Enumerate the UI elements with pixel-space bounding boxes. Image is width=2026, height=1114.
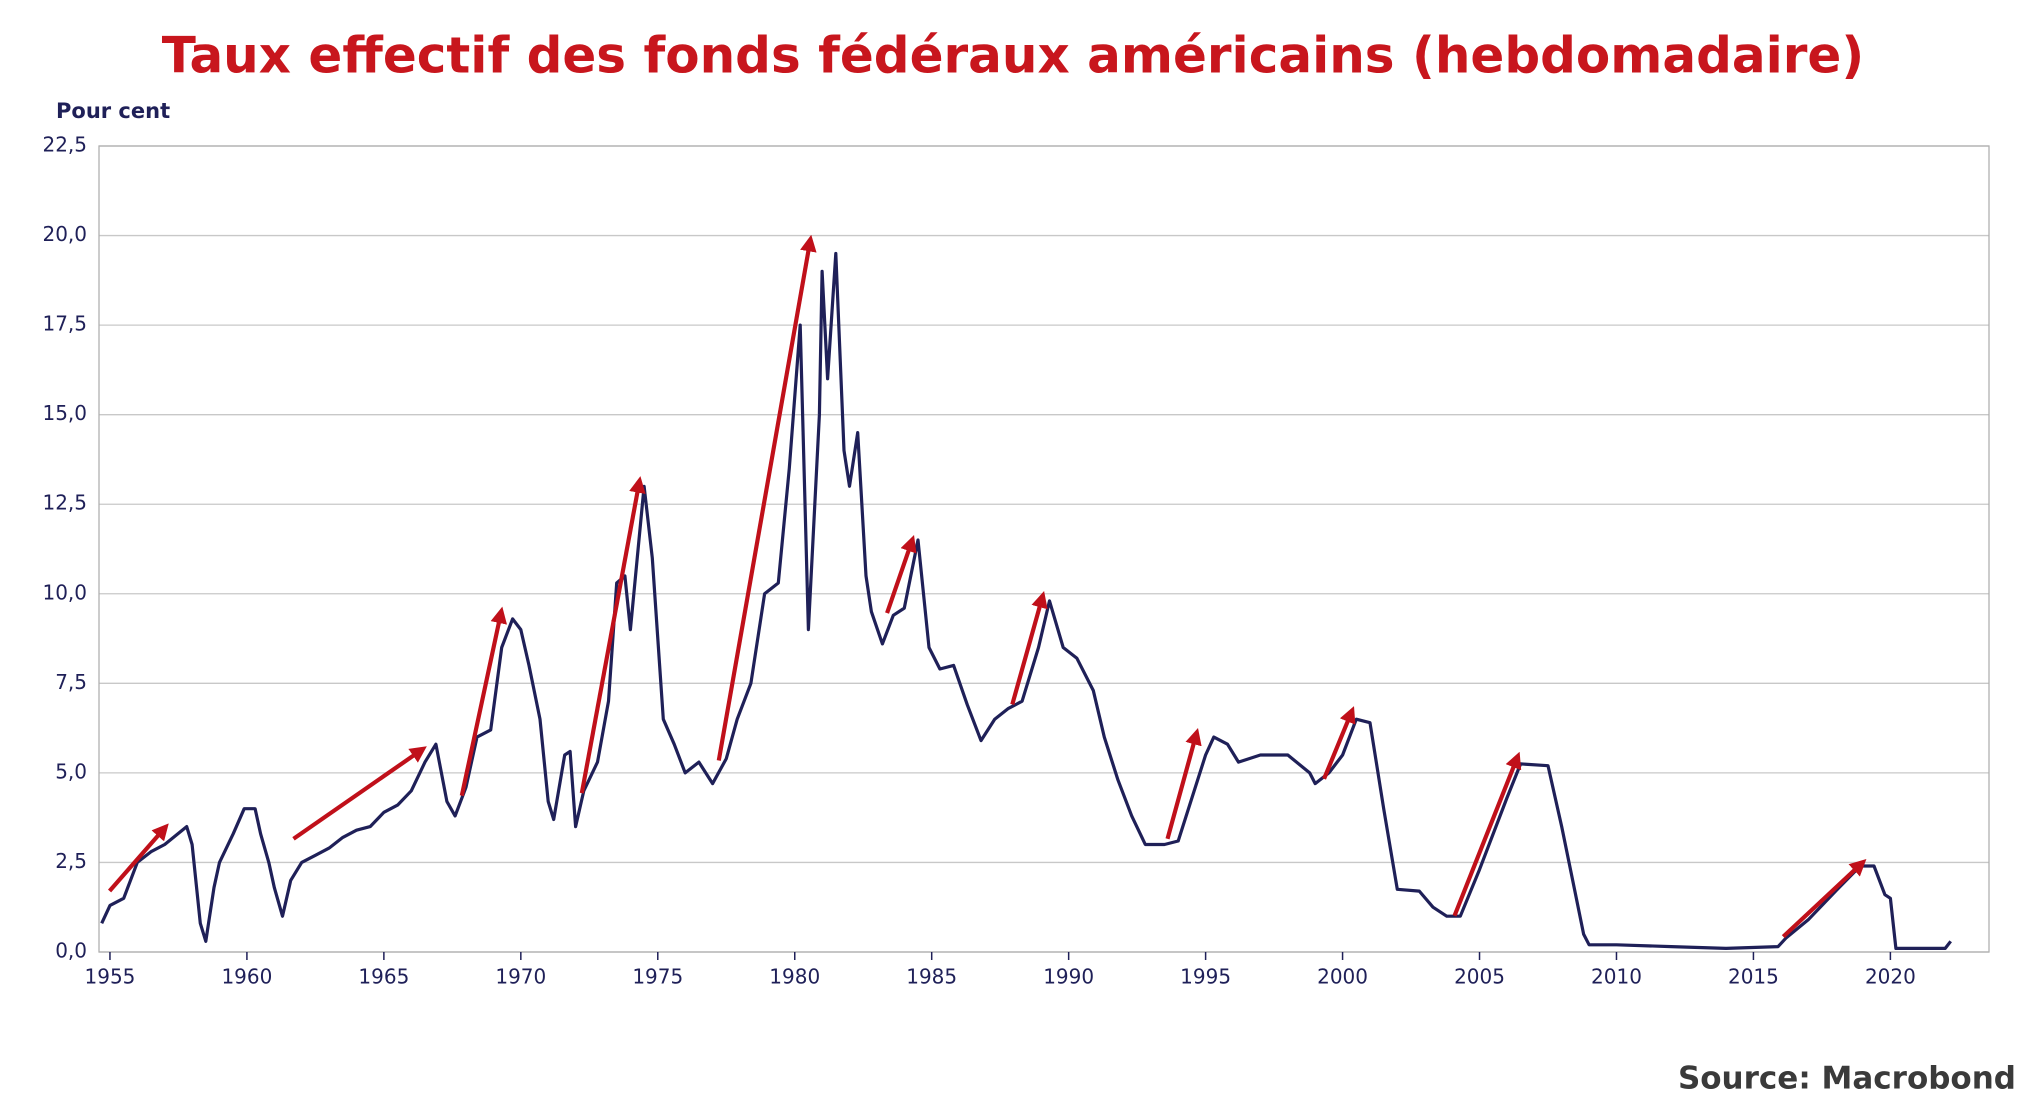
plot-frame <box>98 145 1990 953</box>
x-tick-label: 2015 <box>1728 965 1779 989</box>
x-tick-label: 1995 <box>1180 965 1231 989</box>
x-tick-label: 2020 <box>1865 965 1916 989</box>
x-tick-label: 1955 <box>85 965 136 989</box>
x-tick-label: 2000 <box>1317 965 1368 989</box>
y-tick-label: 0,0 <box>55 939 87 963</box>
x-tick-label: 1990 <box>1043 965 1094 989</box>
x-tick-label: 1965 <box>358 965 409 989</box>
x-tick-label: 1960 <box>221 965 272 989</box>
y-tick-label: 15,0 <box>42 401 87 425</box>
hike-arrows <box>108 234 1867 939</box>
y-tick-label: 2,5 <box>55 849 87 873</box>
x-tick-label: 1980 <box>769 965 820 989</box>
chart-title: Taux effectif des fonds fédéraux américa… <box>162 27 1864 85</box>
plot-area: 0,0 2,5 5,0 7,5 10,0 12,5 15,0 17,5 20,0 22,5 1955… <box>42 133 1990 989</box>
arrow <box>459 606 507 797</box>
y-axis-label: Pour cent <box>56 99 170 123</box>
x-tick-label: 2010 <box>1591 965 1642 989</box>
arrow <box>292 746 427 841</box>
arrow <box>1165 727 1202 840</box>
arrow <box>108 823 169 893</box>
y-tick-label: 5,0 <box>55 759 87 783</box>
arrow <box>1322 706 1356 780</box>
source: Source: Macrobond <box>1678 1061 2016 1097</box>
arrow <box>1452 751 1522 917</box>
arrow <box>1781 859 1867 939</box>
y-tick-label: 7,5 <box>55 670 87 694</box>
arrow <box>716 234 817 761</box>
arrow <box>1010 591 1048 705</box>
y-tick-label: 10,0 <box>42 580 87 604</box>
y-tick-label: 17,5 <box>42 312 87 336</box>
x-tick-label: 1975 <box>632 965 683 989</box>
x-tick-label: 1970 <box>495 965 546 989</box>
arrow <box>579 476 646 794</box>
y-tick-label: 20,0 <box>42 222 87 246</box>
y-tick-label: 22,5 <box>42 133 87 157</box>
x-tick-label: 2005 <box>1454 965 1505 989</box>
x-tick-label: 1985 <box>906 965 957 989</box>
y-tick-label: 12,5 <box>42 491 87 515</box>
rate-line <box>100 251 1952 950</box>
arrow <box>885 535 917 614</box>
